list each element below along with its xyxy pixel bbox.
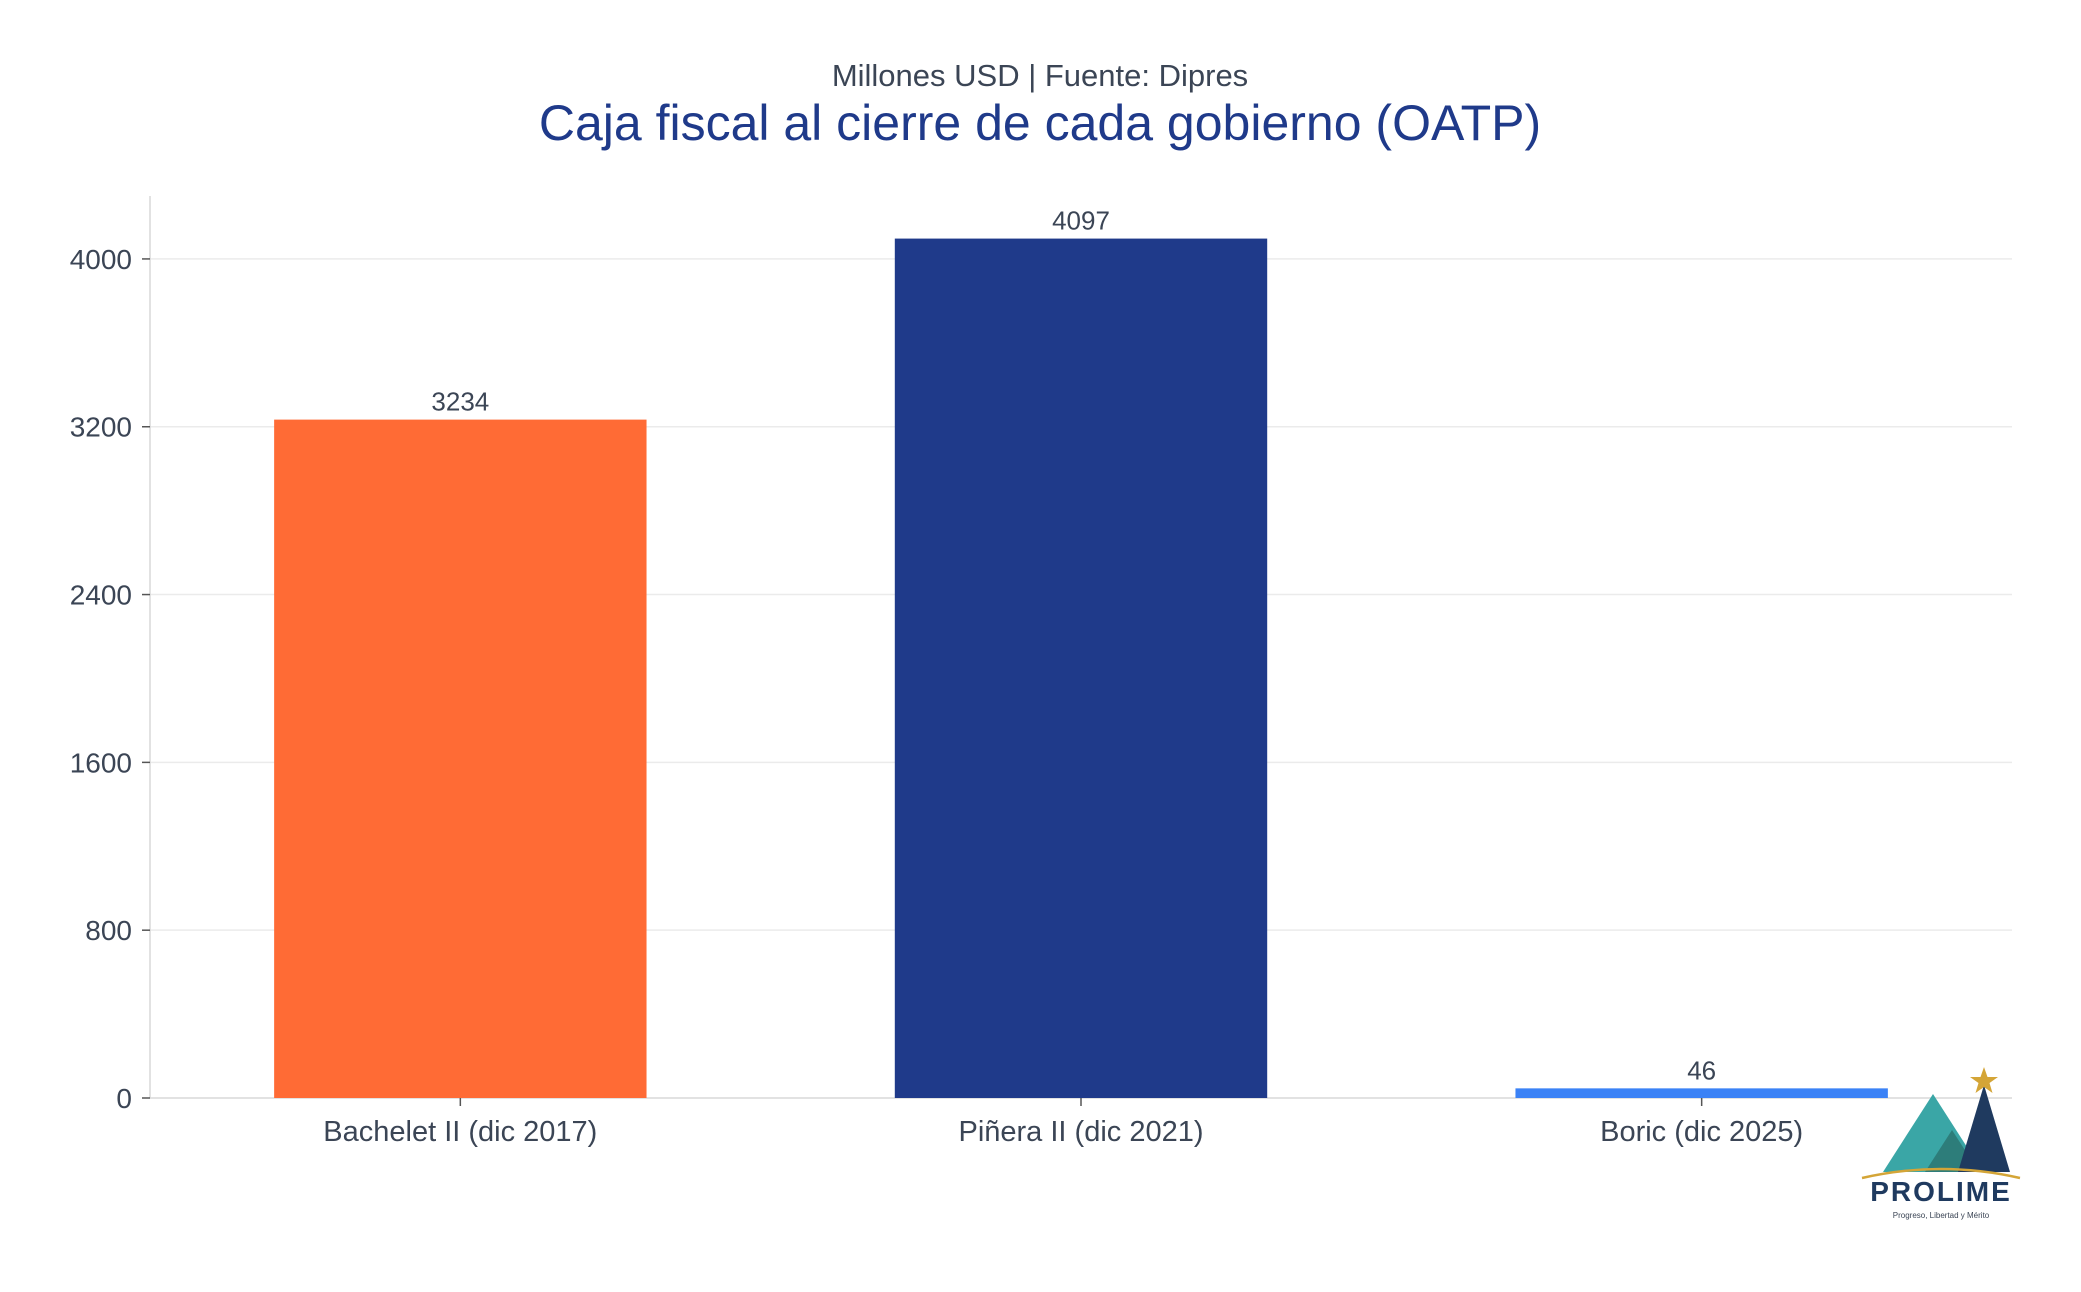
- x-tick-label: Piñera II (dic 2021): [958, 1116, 1203, 1148]
- prolime-logo: PROLIME Progreso, Libertad y Mérito: [1861, 1067, 2021, 1220]
- y-axis-ticks: 0 800 1600 2400 3200 4000: [70, 244, 150, 1114]
- x-tick-label: Boric (dic 2025): [1600, 1116, 1803, 1148]
- bar: [894, 238, 1268, 1099]
- bars: [274, 238, 1888, 1099]
- bar: [274, 419, 647, 1099]
- logo-arc: [1861, 1167, 2021, 1180]
- chart-title: Caja fiscal al cierre de cada gobierno (…: [539, 95, 1541, 151]
- logo-star-icon: [1970, 1067, 1998, 1093]
- y-tick-label: 0: [116, 1083, 132, 1114]
- chart-subtitle: Millones USD | Fuente: Dipres: [832, 58, 1248, 93]
- logo-right-mountain: [1958, 1085, 2010, 1172]
- data-label: 3234: [431, 387, 489, 417]
- x-tick-label: Bachelet II (dic 2017): [323, 1116, 597, 1148]
- y-tick-label: 800: [85, 915, 132, 946]
- y-tick-label: 1600: [70, 747, 132, 778]
- x-axis-labels: Bachelet II (dic 2017) Piñera II (dic 202…: [323, 1098, 1803, 1148]
- data-label: 4097: [1052, 206, 1110, 236]
- data-labels: 3234 4097 46: [431, 206, 1716, 1086]
- logo-name: PROLIME: [1870, 1176, 2012, 1207]
- y-tick-label: 4000: [70, 244, 132, 275]
- data-label: 46: [1687, 1055, 1716, 1085]
- bar: [1515, 1088, 1888, 1098]
- logo-tagline: Progreso, Libertad y Mérito: [1893, 1211, 1990, 1220]
- y-tick-label: 3200: [70, 412, 132, 443]
- y-tick-label: 2400: [70, 580, 132, 611]
